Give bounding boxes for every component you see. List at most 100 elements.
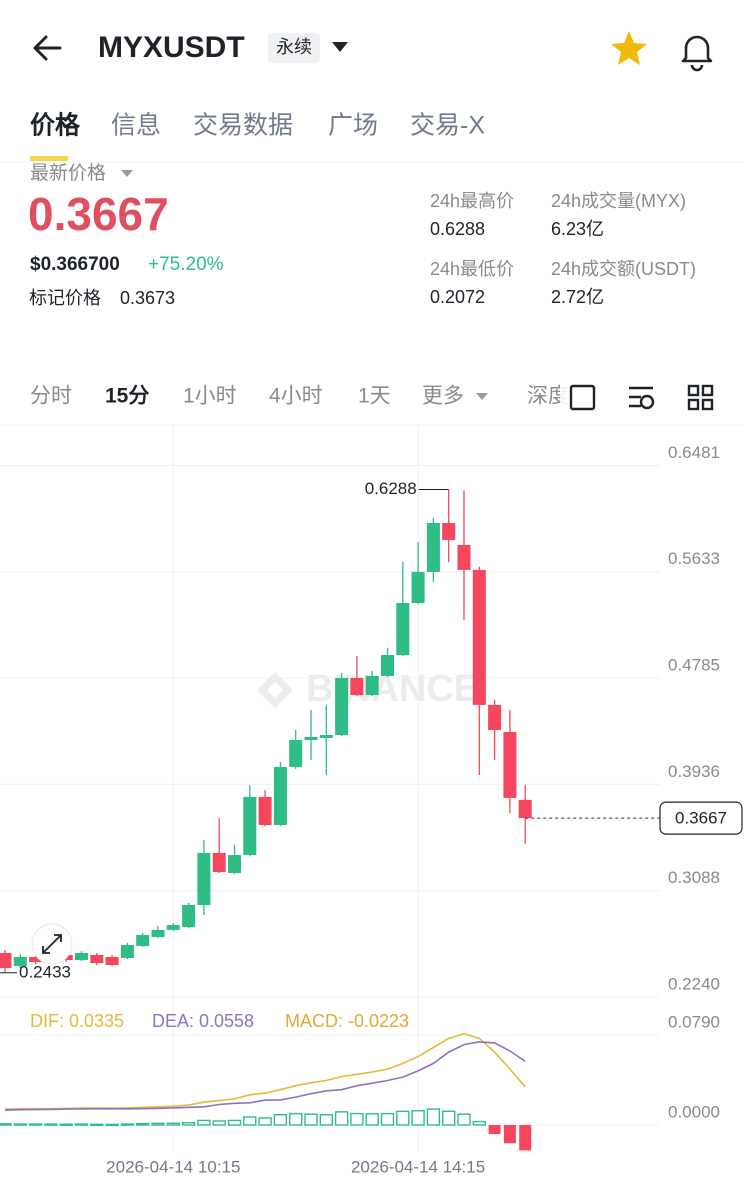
y-tick-label: 0.3936 — [668, 762, 720, 781]
candlestick-chart: BINANCE0.64810.56330.47850.39360.30880.2… — [0, 425, 743, 1176]
candle-body — [289, 740, 303, 767]
tab-bar: 价格 信息 交易数据 广场 交易-X — [30, 111, 485, 140]
macd-bar — [426, 1108, 441, 1126]
legend-entry: DEA: 0.0558 — [152, 1011, 254, 1031]
watermark-logo — [257, 672, 293, 708]
macd-panel: 0.0790 0.0000 DIF: 0.0335 DEA: 0.0558 MACD: … — [0, 1011, 720, 1151]
macd-bar — [304, 1113, 318, 1126]
y-tick-label: 0.3088 — [668, 868, 720, 887]
y-tick-label: 0.6481 — [668, 443, 720, 462]
candle-body — [166, 925, 180, 930]
candle-body — [365, 675, 379, 696]
symbol-title: MYXUSDT — [98, 31, 245, 64]
macd-bar — [13, 1123, 28, 1126]
x-tick-label: 2026-04-14 14:15 — [351, 1157, 485, 1176]
macd-bar — [258, 1117, 272, 1126]
macd-bar — [350, 1112, 364, 1126]
expand-button[interactable] — [31, 923, 73, 965]
y-tick-label: 0.2240 — [668, 974, 720, 993]
favorite-star[interactable] — [611, 31, 647, 65]
interval-option[interactable]: 深度 — [527, 385, 569, 408]
back-button[interactable] — [33, 35, 62, 61]
alert-bell[interactable] — [681, 35, 713, 72]
last-price: 0.3667 — [28, 188, 169, 240]
candle-body — [273, 766, 287, 826]
more-dropdown[interactable] — [476, 393, 488, 400]
stats-grid: 24h最高价 0.6288 24h成交量(MYX) 6.23亿 24h最低价 0.2072… — [430, 191, 696, 307]
candle-body — [29, 957, 43, 963]
stat-label: 24h最低价 — [430, 259, 514, 279]
macd-bar — [396, 1110, 410, 1126]
macd-bar — [0, 1123, 12, 1126]
interval-option[interactable]: 15分 — [105, 385, 149, 408]
stat-value: 0.2072 — [430, 287, 485, 307]
candle-body — [411, 571, 425, 603]
fullscreen-icon[interactable] — [569, 384, 596, 411]
tab[interactable]: 交易数据 — [193, 112, 293, 140]
stat-value: 2.72亿 — [551, 287, 604, 307]
stat-label: 24h成交量(MYX) — [551, 191, 686, 211]
candle-body — [136, 934, 150, 946]
y-tick-label: 0.5633 — [668, 549, 720, 568]
macd-bar — [380, 1112, 395, 1126]
x-tick-label: 2026-04-14 10:15 — [106, 1157, 240, 1176]
candle-body — [442, 523, 456, 540]
candle-body — [0, 952, 12, 969]
macd-line — [4, 1032, 526, 1110]
tab[interactable]: 信息 — [111, 112, 161, 140]
interval-option[interactable]: 分时 — [30, 385, 72, 408]
candle-body — [503, 731, 517, 798]
candle-body — [13, 957, 27, 967]
candle-body — [304, 737, 318, 741]
price-change: +75.20% — [148, 254, 224, 275]
tab[interactable]: 交易-X — [410, 112, 485, 140]
macd-bar — [197, 1119, 211, 1126]
last-price-label: 最新价格 — [30, 162, 106, 184]
y-tick-label: 0.0790 — [668, 1012, 720, 1031]
mark-price: 0.3673 — [120, 288, 175, 308]
candle-body — [381, 655, 394, 676]
y-tick-label: 0.4785 — [668, 655, 720, 674]
interval-option[interactable]: 4小时 — [269, 385, 323, 408]
legend-entry: MACD: -0.0223 — [285, 1011, 409, 1031]
interval-bar: 分时 15分 1小时 4小时 1天 更多 深度 — [30, 385, 569, 408]
stat-label: 24h成交额(USDT) — [551, 259, 696, 279]
stat-value: 0.6288 — [430, 219, 485, 239]
candle-body — [90, 954, 104, 964]
tab[interactable]: 广场 — [328, 112, 378, 140]
tab[interactable]: 价格 — [30, 111, 81, 140]
macd-bar — [334, 1111, 349, 1126]
candle-body — [518, 799, 532, 819]
indicator-icon[interactable] — [629, 386, 653, 408]
macd-bar — [181, 1122, 196, 1126]
label-dropdown[interactable] — [121, 170, 133, 177]
interval-option[interactable]: 1天 — [358, 385, 391, 408]
active-tab-indicator — [30, 156, 68, 161]
symbol-dropdown[interactable] — [332, 42, 348, 52]
macd-bar — [243, 1116, 257, 1126]
macd-bar — [503, 1124, 516, 1144]
candle-body — [319, 734, 333, 739]
candle-body — [488, 704, 502, 730]
stat-value: 6.23亿 — [551, 219, 604, 239]
layout-icon[interactable] — [687, 384, 700, 397]
interval-option[interactable]: 1小时 — [183, 385, 237, 408]
macd-bar — [457, 1113, 471, 1126]
macd-line — [4, 1040, 526, 1111]
macd-bar — [319, 1114, 333, 1126]
candle-body — [350, 677, 364, 696]
candle-body — [120, 944, 134, 959]
contract-tag: 永续 — [276, 37, 312, 57]
macd-bar — [411, 1110, 425, 1126]
last-price-tag — [659, 801, 743, 835]
macd-bar — [90, 1123, 104, 1127]
candle-body — [197, 852, 211, 905]
low-label: 0.2433 — [19, 962, 71, 981]
macd-bar — [59, 1123, 73, 1126]
macd-bar — [519, 1124, 532, 1151]
last-price-tag-label: 0.3667 — [675, 809, 727, 828]
interval-option[interactable]: 更多 — [422, 385, 464, 408]
macd-bar — [166, 1122, 181, 1126]
stat-label: 24h最高价 — [430, 191, 514, 211]
indicator-icon-gear — [639, 394, 655, 410]
